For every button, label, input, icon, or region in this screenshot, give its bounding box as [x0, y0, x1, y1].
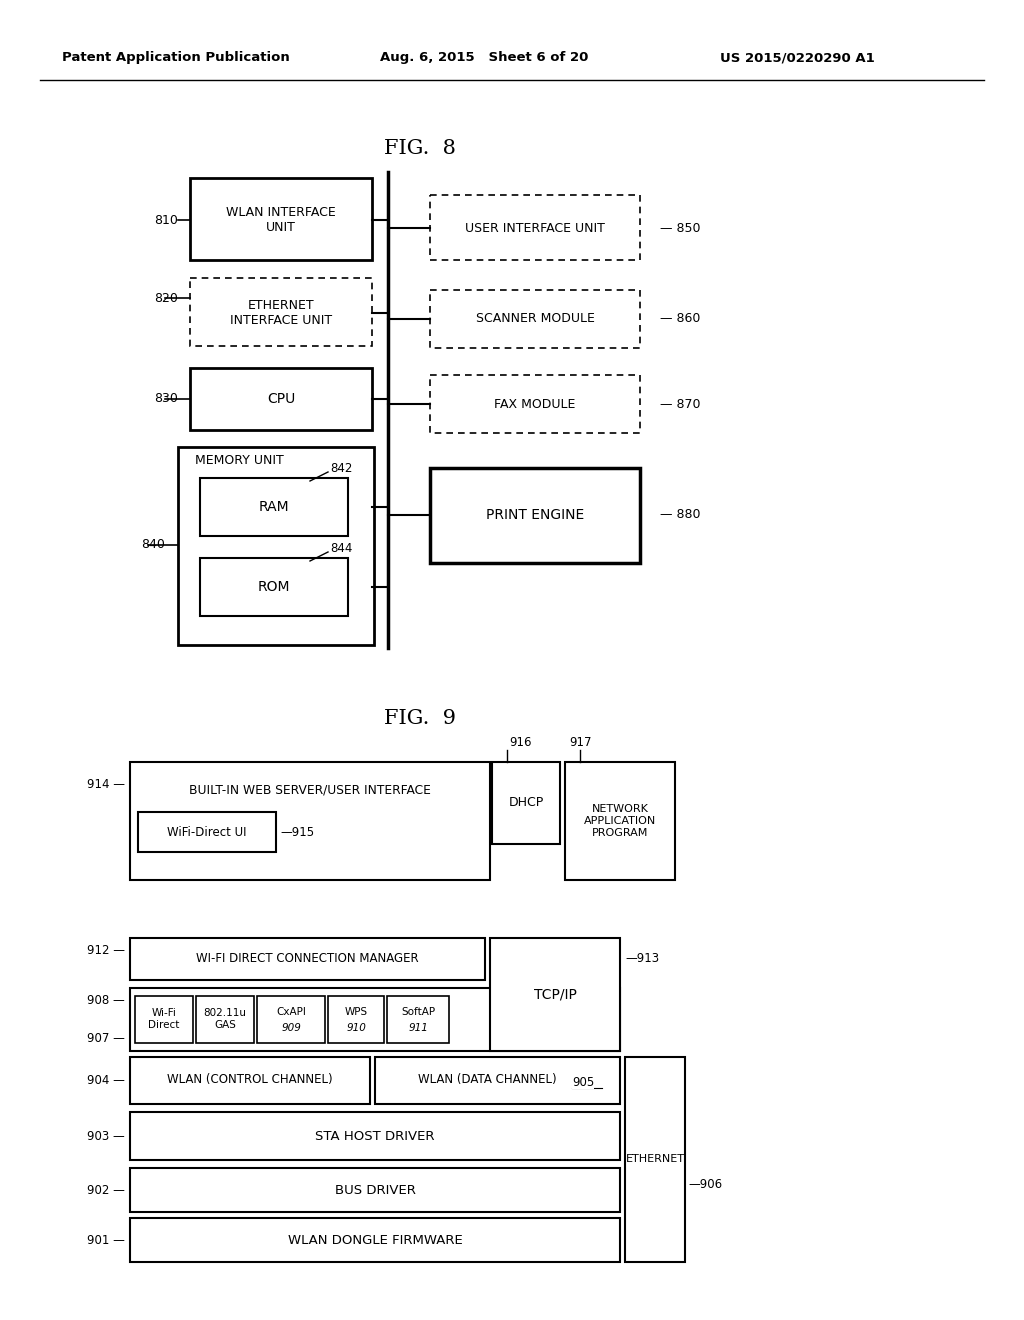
Text: 908 —: 908 —	[87, 994, 125, 1006]
Text: 842: 842	[330, 462, 352, 474]
Bar	[190, 368, 372, 430]
Text: 914 —: 914 —	[87, 777, 125, 791]
Bar	[430, 290, 640, 348]
Bar	[196, 997, 254, 1043]
Bar	[190, 178, 372, 260]
Text: 904 —: 904 —	[87, 1073, 125, 1086]
Bar	[130, 987, 620, 1051]
Bar	[492, 762, 560, 843]
Bar	[130, 939, 485, 979]
Text: WLAN (DATA CHANNEL): WLAN (DATA CHANNEL)	[418, 1073, 556, 1086]
Text: — 850: — 850	[660, 222, 700, 235]
Text: ETHERNET
INTERFACE UNIT: ETHERNET INTERFACE UNIT	[230, 300, 332, 327]
Text: STA HOST DRIVER: STA HOST DRIVER	[315, 1130, 435, 1143]
Text: Aug. 6, 2015   Sheet 6 of 20: Aug. 6, 2015 Sheet 6 of 20	[380, 51, 589, 65]
Text: 840: 840	[141, 539, 165, 552]
Text: WLAN INTERFACE
UNIT: WLAN INTERFACE UNIT	[226, 206, 336, 234]
Bar	[625, 1057, 685, 1262]
Bar	[130, 1218, 620, 1262]
Text: USER INTERFACE UNIT: USER INTERFACE UNIT	[465, 222, 605, 235]
Text: 917: 917	[568, 735, 591, 748]
Bar	[130, 1111, 620, 1160]
Text: 901 —: 901 —	[87, 1233, 125, 1246]
Text: 902 —: 902 —	[87, 1184, 125, 1196]
Bar	[375, 1057, 620, 1104]
Bar	[200, 558, 348, 616]
Text: 844: 844	[330, 541, 352, 554]
Text: FAX MODULE: FAX MODULE	[495, 397, 575, 411]
Text: 802.11u
GAS: 802.11u GAS	[204, 1008, 247, 1030]
Text: RAM: RAM	[259, 500, 290, 513]
Text: TCP/IP: TCP/IP	[534, 987, 577, 1001]
Bar	[328, 997, 384, 1043]
Text: WLAN (CONTROL CHANNEL): WLAN (CONTROL CHANNEL)	[167, 1073, 333, 1086]
Text: WI-FI DIRECT CONNECTION MANAGER: WI-FI DIRECT CONNECTION MANAGER	[196, 953, 419, 965]
Text: 820: 820	[155, 292, 178, 305]
Text: PRINT ENGINE: PRINT ENGINE	[485, 508, 584, 521]
Text: WPS: WPS	[344, 1007, 368, 1016]
Text: BUILT-IN WEB SERVER/USER INTERFACE: BUILT-IN WEB SERVER/USER INTERFACE	[189, 784, 431, 796]
Text: CPU: CPU	[267, 392, 295, 407]
Text: SCANNER MODULE: SCANNER MODULE	[475, 313, 595, 326]
Text: 910: 910	[346, 1023, 366, 1034]
Text: 909: 909	[281, 1023, 301, 1034]
Bar	[200, 478, 348, 536]
Text: ETHERNET: ETHERNET	[626, 1154, 684, 1164]
Text: — 870: — 870	[660, 397, 700, 411]
Bar	[490, 939, 620, 1051]
Text: 903 —: 903 —	[87, 1130, 125, 1143]
Bar	[135, 997, 193, 1043]
Bar	[190, 279, 372, 346]
Text: —915: —915	[280, 825, 314, 838]
Text: MEMORY UNIT: MEMORY UNIT	[195, 454, 284, 466]
Bar	[178, 447, 374, 645]
Bar	[387, 997, 449, 1043]
Text: — 860: — 860	[660, 313, 700, 326]
Text: SoftAP: SoftAP	[401, 1007, 435, 1016]
Text: —913: —913	[625, 952, 659, 965]
Text: WiFi-Direct UI: WiFi-Direct UI	[167, 825, 247, 838]
Text: 830: 830	[155, 392, 178, 405]
Text: Wi-Fi
Direct: Wi-Fi Direct	[148, 1008, 179, 1030]
Bar	[138, 812, 276, 851]
Text: FIG.  8: FIG. 8	[384, 139, 456, 157]
Bar	[430, 195, 640, 260]
Text: 911: 911	[408, 1023, 428, 1034]
Text: 916: 916	[510, 735, 532, 748]
Text: Patent Application Publication: Patent Application Publication	[62, 51, 290, 65]
Text: BUS DRIVER: BUS DRIVER	[335, 1184, 416, 1196]
Text: FIG.  9: FIG. 9	[384, 709, 456, 727]
Bar	[430, 469, 640, 564]
Text: NETWORK
APPLICATION
PROGRAM: NETWORK APPLICATION PROGRAM	[584, 804, 656, 838]
Text: ROM: ROM	[258, 579, 290, 594]
Text: DHCP: DHCP	[508, 796, 544, 809]
Bar	[257, 997, 325, 1043]
Text: —906: —906	[688, 1177, 722, 1191]
Bar	[565, 762, 675, 880]
Text: 810: 810	[155, 214, 178, 227]
Bar	[130, 1057, 370, 1104]
Text: 912 —: 912 —	[87, 944, 125, 957]
Bar	[130, 762, 490, 880]
Text: 907 —: 907 —	[87, 1032, 125, 1045]
Text: US 2015/0220290 A1: US 2015/0220290 A1	[720, 51, 874, 65]
Bar	[130, 1168, 620, 1212]
Text: CxAPI: CxAPI	[276, 1007, 306, 1016]
Text: 905: 905	[572, 1076, 594, 1089]
Bar	[430, 375, 640, 433]
Text: — 880: — 880	[660, 508, 700, 521]
Text: WLAN DONGLE FIRMWARE: WLAN DONGLE FIRMWARE	[288, 1233, 463, 1246]
